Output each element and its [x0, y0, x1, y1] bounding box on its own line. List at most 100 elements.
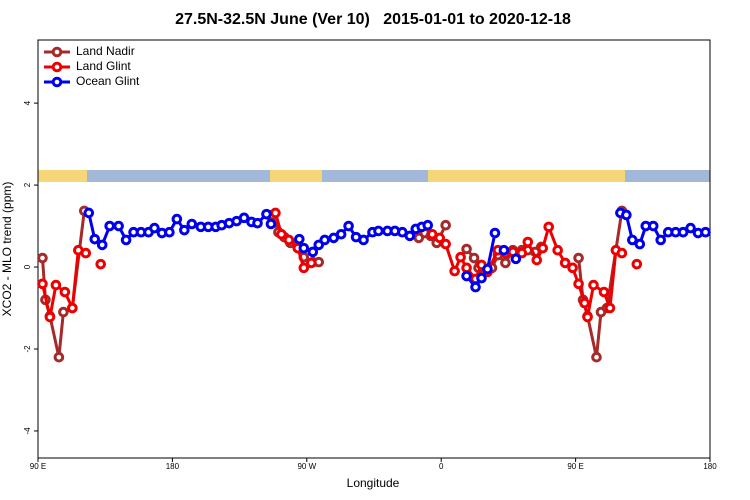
data-point	[588, 279, 599, 291]
y-tick-label: 4	[23, 100, 32, 105]
data-point	[422, 219, 434, 231]
data-point	[104, 220, 115, 232]
legend-marker	[51, 46, 63, 58]
x-tick-label: 180	[166, 462, 180, 471]
data-point	[500, 257, 511, 269]
data-point	[621, 209, 632, 221]
data-point	[283, 234, 295, 246]
data-point	[37, 252, 48, 264]
legend-marker	[51, 61, 63, 73]
data-point	[252, 217, 263, 229]
data-point	[567, 262, 578, 274]
data-point	[461, 270, 472, 282]
data-point	[634, 238, 646, 250]
data-point	[265, 218, 277, 230]
surface-strip	[38, 170, 710, 182]
data-point	[50, 279, 62, 291]
data-point	[685, 222, 696, 234]
land-strip	[270, 170, 322, 182]
data-point	[171, 213, 183, 225]
data-point	[298, 242, 310, 254]
data-point	[461, 262, 472, 274]
land-strip	[428, 170, 625, 182]
data-point	[358, 234, 369, 246]
x-tick-label: 90 E	[30, 462, 46, 471]
data-point	[598, 286, 610, 298]
data-point	[298, 262, 310, 274]
data-point	[476, 272, 487, 284]
legend-label: Land Nadir	[76, 44, 135, 58]
x-tick-label: 90 E	[567, 462, 583, 471]
data-point	[83, 207, 95, 219]
data-point	[631, 258, 643, 270]
y-tick-label: 0	[23, 264, 32, 269]
legend-marker	[51, 76, 63, 88]
data-point	[449, 265, 460, 277]
legend-label: Land Glint	[76, 59, 131, 73]
chart-title: 27.5N-32.5N June (Ver 10) 2015-01-01 to …	[175, 11, 571, 28]
plot-frame	[37, 39, 711, 459]
data-point	[319, 234, 331, 246]
data-point	[627, 234, 638, 246]
data-point	[647, 220, 659, 232]
data-point	[582, 311, 593, 323]
data-point	[238, 212, 250, 224]
x-tick-label: 180	[703, 462, 717, 471]
legend-label: Ocean Glint	[76, 74, 140, 88]
data-point	[579, 297, 590, 309]
y-tick-label: -2	[23, 345, 32, 353]
data-point	[531, 254, 543, 266]
data-point	[559, 257, 571, 269]
data-point	[261, 208, 272, 220]
data-point	[95, 258, 107, 270]
data-point	[179, 224, 190, 236]
data-point	[120, 234, 132, 246]
data-point	[373, 225, 384, 237]
data-point	[58, 306, 69, 318]
data-point	[404, 230, 416, 242]
land-strip	[38, 170, 87, 182]
data-point	[294, 233, 305, 245]
data-point	[498, 244, 510, 256]
data-point	[655, 234, 667, 246]
data-point	[455, 251, 466, 263]
data-point	[489, 227, 501, 239]
data-point	[89, 233, 101, 245]
data-point	[276, 228, 287, 240]
data-point	[573, 278, 584, 290]
data-point	[510, 253, 522, 265]
y-tick-label: 2	[23, 182, 32, 187]
data-point	[80, 247, 92, 259]
y-axis-label: XCO2 - MLO trend (ppm)	[0, 182, 14, 317]
x-tick-label: 90 W	[297, 462, 316, 471]
data-point	[700, 226, 711, 238]
data-point	[516, 247, 528, 259]
data-point	[270, 207, 281, 219]
data-point	[440, 219, 451, 231]
data-point	[440, 238, 451, 250]
data-point	[186, 218, 198, 230]
data-point	[59, 286, 71, 298]
data-point	[616, 247, 628, 259]
data-point	[37, 278, 48, 290]
data-point	[343, 220, 354, 232]
data-point	[468, 252, 480, 264]
data-point	[604, 302, 616, 314]
data-point	[307, 246, 319, 258]
data-point	[434, 232, 446, 244]
data-point	[96, 239, 108, 251]
data-point	[335, 228, 347, 240]
data-point	[677, 226, 689, 238]
data-point	[44, 311, 56, 323]
data-point	[305, 257, 317, 269]
data-point	[149, 222, 160, 234]
data-point	[470, 281, 481, 293]
x-axis-label: Longitude	[347, 476, 400, 490]
data-point	[164, 226, 175, 238]
data-point	[53, 351, 65, 363]
data-point	[543, 221, 555, 233]
data-point	[573, 252, 584, 264]
